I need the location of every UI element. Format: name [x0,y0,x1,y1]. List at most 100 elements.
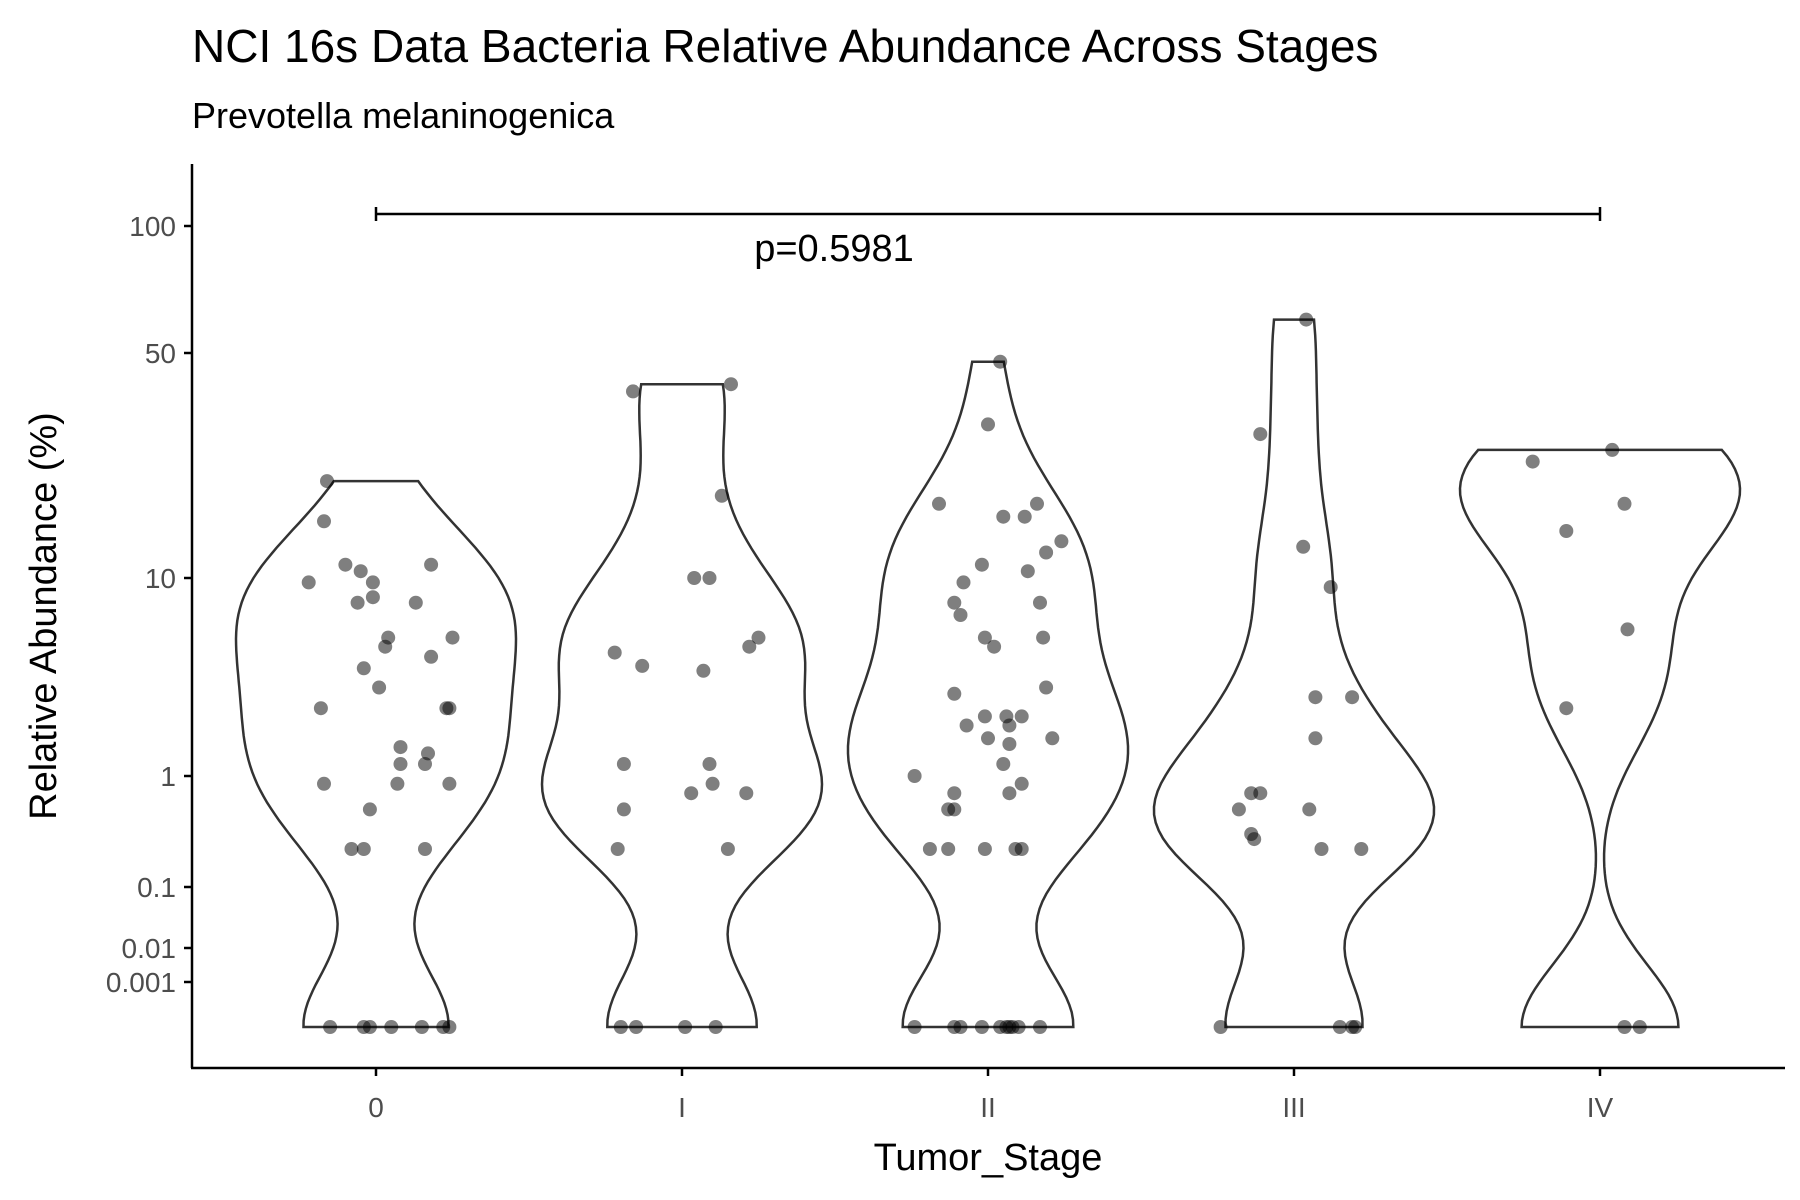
data-point [947,686,962,701]
data-point [320,474,334,489]
y-axis-title: Relative Abundance (%) [23,412,65,820]
data-point [421,746,435,761]
data-point [1348,1020,1363,1034]
data-point [1632,1020,1647,1034]
data-point [616,802,631,817]
data-point [922,842,937,856]
data-point [418,842,432,856]
data-point [977,842,992,856]
x-tick-label: IV [1587,1092,1614,1123]
x-axis-title: Tumor_Stage [874,1137,1103,1179]
data-point [1020,564,1035,579]
data-point [1308,731,1323,746]
data-point [607,645,622,660]
data-point [907,1020,922,1034]
data-point [317,514,331,529]
data-point [1213,1020,1228,1034]
violin-layer [234,318,1742,1029]
data-point [613,1020,628,1034]
data-point [1014,776,1029,791]
data-point [996,757,1011,771]
violin-stage-IV [1458,448,1742,1029]
data-point [356,661,371,676]
data-point [353,564,368,579]
data-point [959,718,974,733]
data-point [947,802,962,817]
data-point [974,557,989,572]
data-point [1002,737,1017,751]
data-point [1244,827,1259,841]
data-point [338,557,353,572]
data-point [350,595,365,610]
data-point [1017,509,1032,524]
data-point [1617,496,1632,511]
data-point [953,1020,968,1034]
data-point [393,757,408,771]
data-point [1253,427,1268,442]
data-point [1014,842,1029,856]
x-tick-label: 0 [368,1092,384,1123]
data-point [981,731,995,746]
data-point [313,701,328,716]
data-point [705,776,720,791]
data-point [1302,802,1317,817]
data-point [610,842,625,856]
data-point [1345,690,1360,705]
data-point [1002,718,1017,733]
data-point [317,776,331,791]
y-tick-label: 0.01 [122,933,177,964]
data-point [714,488,729,503]
violin-stage-III [1152,318,1436,1029]
data-point [1231,802,1246,817]
data-point [1605,442,1620,457]
y-tick-label: 1 [160,761,176,792]
data-point [1033,1020,1047,1034]
data-point [981,417,995,432]
data-point [724,377,738,392]
data-point [378,639,393,654]
data-point [301,575,316,590]
data-point [702,571,717,585]
violin-stage-0 [234,479,518,1029]
p-value-label: p=0.5981 [754,228,914,270]
data-point [696,663,711,678]
data-point [987,639,1002,654]
data-point [1299,312,1314,327]
data-point [365,575,380,590]
data-point [1314,842,1329,856]
data-point [1011,1020,1026,1034]
data-point [626,384,640,399]
data-point [1039,545,1054,560]
data-point [1039,680,1054,695]
data-point [687,571,702,585]
data-point [1036,630,1051,645]
data-point [442,1020,457,1034]
chart-title: NCI 16s Data Bacteria Relative Abundance… [192,20,1378,72]
data-point [932,496,946,511]
data-point [362,1020,377,1034]
data-point [362,802,377,817]
data-point [708,1020,723,1034]
data-point [739,786,754,801]
y-tick-label: 0.1 [137,872,176,903]
data-point [1323,580,1338,595]
data-point [974,1020,989,1034]
data-point [907,769,922,783]
data-point [418,757,432,771]
violin-stage-II [846,360,1130,1029]
data-point [1617,1020,1632,1034]
data-point [1559,524,1574,538]
data-point [384,1020,399,1034]
y-tick-label: 50 [145,338,176,369]
y-tick-label: 100 [129,211,176,242]
data-point [1525,454,1540,469]
data-point [1033,595,1047,610]
data-point [1030,496,1044,511]
data-point [953,608,968,622]
data-point [742,639,757,654]
data-point [356,842,371,856]
data-point [1354,842,1369,856]
data-point [390,776,405,791]
